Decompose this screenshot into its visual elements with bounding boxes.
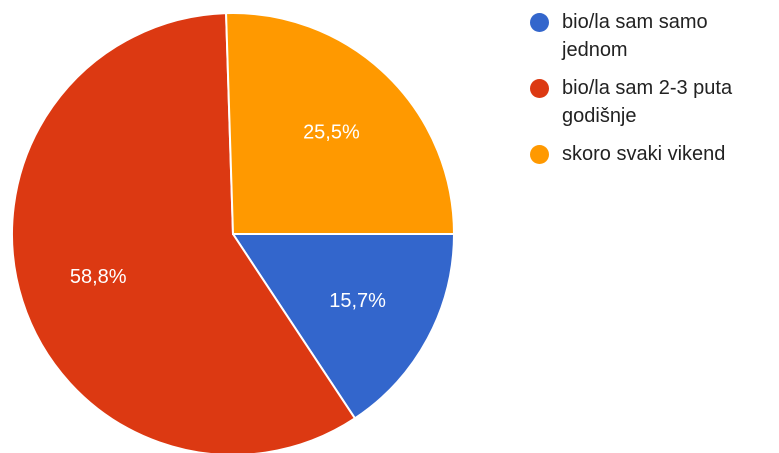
legend-swatch-vikend: [530, 145, 549, 164]
legend-item-jednom: bio/la sam samo jednom: [530, 8, 775, 64]
legend-item-vikend: skoro svaki vikend: [530, 140, 775, 168]
slice-label-vikend: 25,5%: [303, 121, 360, 143]
pie-slice-godisnje: [11, 12, 357, 453]
slice-label-godisnje: 58,8%: [70, 266, 127, 288]
legend-label-godisnje: bio/la sam 2-3 puta godišnje: [562, 77, 733, 127]
legend-label-jednom: bio/la sam samo jednom: [562, 11, 708, 61]
legend-swatch-godisnje: [530, 79, 549, 98]
slice-label-jednom: 15,7%: [329, 290, 386, 312]
legend-label-vikend: skoro svaki vikend: [562, 143, 726, 165]
legend-swatch-jednom: [530, 13, 549, 32]
pie-plot: 15,7% 58,8% 25,5%: [11, 12, 456, 453]
legend-item-godisnje: bio/la sam 2-3 puta godišnje: [530, 74, 775, 130]
pie-slice-jednom: [231, 233, 456, 420]
pie-slice-vikend: [225, 12, 456, 235]
legend: bio/la sam samo jednom bio/la sam 2-3 pu…: [530, 8, 775, 178]
